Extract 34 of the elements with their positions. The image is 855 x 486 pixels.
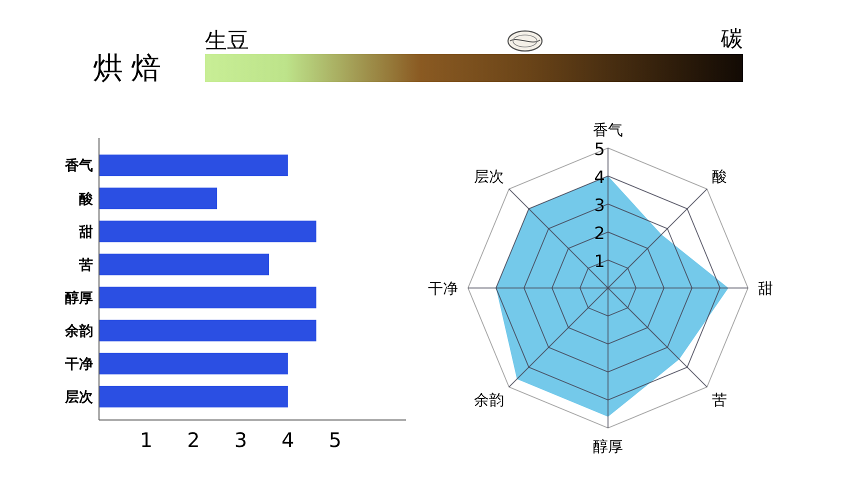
spoke-label: 甜 — [758, 279, 774, 298]
text: 碳 — [720, 27, 743, 52]
spoke-label: 层次 — [474, 167, 504, 186]
y-tick-label: 余韵 — [64, 322, 93, 340]
x-tick-label: 2 — [187, 428, 200, 452]
spoke-label: 余韵 — [474, 391, 504, 410]
y-tick-label: 2 — [594, 224, 605, 244]
bar — [99, 254, 270, 276]
text: 生豆 — [205, 29, 249, 54]
bar — [99, 352, 288, 374]
x-tick-label: 4 — [282, 428, 294, 452]
spoke-label: 干净 — [428, 279, 458, 298]
bar — [99, 154, 288, 176]
x-tick-label: 5 — [328, 428, 342, 452]
y-tick-label: 干净 — [64, 356, 93, 373]
y-tick-label: 苦 — [78, 257, 93, 274]
y-tick-label: 醇厚 — [65, 289, 93, 306]
y-tick-label: 酸 — [79, 191, 94, 208]
y-tick-label: 甜 — [78, 224, 93, 240]
spoke-label: 酸 — [712, 167, 727, 186]
text: 烘焙 — [93, 51, 169, 86]
bar — [99, 188, 218, 210]
x-tick-label: 1 — [140, 428, 153, 452]
y-tick-label: 3 — [594, 196, 605, 216]
bar — [99, 286, 316, 308]
spoke-label: 苦 — [712, 391, 727, 410]
bar — [99, 320, 316, 342]
y-tick-label: 香气 — [64, 158, 93, 174]
bar — [99, 220, 316, 242]
x-tick-label: 3 — [234, 428, 248, 452]
bar — [99, 386, 288, 408]
y-tick-label: 5 — [594, 140, 605, 160]
y-tick-label: 层次 — [64, 390, 94, 406]
y-tick-label: 1 — [594, 252, 605, 272]
